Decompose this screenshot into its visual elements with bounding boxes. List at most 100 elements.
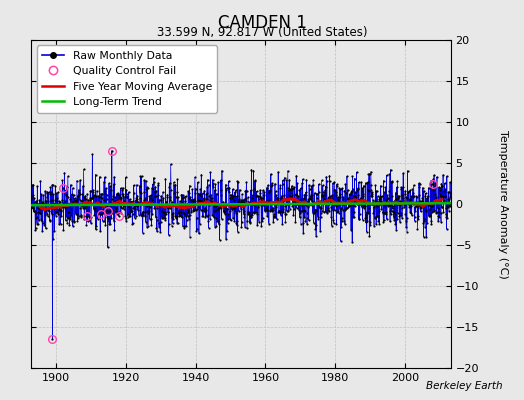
Point: [318, 208, 326, 214]
Point: [204, 218, 212, 224]
Point: [406, 196, 414, 202]
Point: [189, 197, 197, 203]
Point: [404, 189, 412, 196]
Point: [395, 193, 403, 200]
Point: [368, 190, 376, 197]
Point: [115, 192, 124, 198]
Point: [216, 177, 225, 183]
Point: [420, 203, 429, 210]
Point: [82, 213, 91, 219]
Point: [99, 218, 107, 224]
Point: [106, 186, 115, 193]
Point: [350, 209, 358, 215]
Point: [418, 194, 427, 201]
Point: [421, 190, 430, 196]
Point: [224, 178, 233, 184]
Point: [352, 198, 360, 205]
Point: [370, 202, 378, 208]
Point: [423, 200, 432, 207]
Point: [405, 188, 413, 194]
Point: [331, 203, 340, 209]
Point: [160, 203, 169, 209]
Point: [407, 193, 416, 200]
Point: [159, 195, 168, 201]
Point: [256, 187, 264, 193]
Point: [178, 214, 186, 220]
Point: [177, 191, 185, 198]
Point: [443, 204, 452, 210]
Point: [383, 192, 391, 198]
Point: [318, 192, 326, 199]
Point: [33, 220, 41, 227]
Point: [414, 216, 422, 222]
Point: [66, 214, 74, 220]
Point: [131, 205, 139, 212]
Point: [80, 194, 88, 200]
Point: [279, 209, 287, 215]
Point: [436, 187, 445, 193]
Point: [177, 209, 185, 215]
Point: [421, 216, 429, 222]
Point: [41, 198, 50, 204]
Point: [171, 200, 179, 207]
Point: [226, 208, 234, 214]
Point: [291, 218, 300, 225]
Point: [132, 197, 140, 204]
Point: [201, 205, 209, 211]
Point: [176, 212, 184, 219]
Point: [92, 226, 100, 233]
Point: [330, 220, 338, 226]
Point: [137, 190, 145, 196]
Point: [322, 173, 331, 180]
Point: [153, 228, 161, 234]
Point: [377, 182, 385, 189]
Point: [335, 185, 344, 192]
Legend: Raw Monthly Data, Quality Control Fail, Five Year Moving Average, Long-Term Tren: Raw Monthly Data, Quality Control Fail, …: [37, 46, 217, 112]
Point: [86, 188, 94, 194]
Point: [260, 200, 268, 207]
Point: [139, 212, 147, 218]
Point: [429, 176, 438, 182]
Point: [197, 172, 205, 178]
Point: [445, 203, 454, 210]
Point: [313, 195, 321, 202]
Point: [318, 193, 326, 200]
Point: [411, 204, 419, 210]
Point: [167, 161, 175, 167]
Point: [126, 196, 134, 202]
Point: [76, 177, 84, 183]
Point: [28, 204, 36, 210]
Point: [363, 229, 371, 235]
Point: [80, 213, 89, 220]
Point: [374, 218, 383, 224]
Point: [232, 187, 240, 194]
Point: [133, 182, 141, 188]
Point: [192, 228, 201, 234]
Point: [390, 216, 398, 223]
Point: [407, 202, 415, 209]
Point: [399, 195, 408, 202]
Point: [388, 205, 397, 212]
Point: [377, 199, 385, 205]
Point: [411, 208, 420, 214]
Point: [333, 182, 341, 189]
Point: [282, 201, 290, 208]
Point: [128, 220, 136, 227]
Point: [331, 206, 339, 213]
Point: [343, 173, 351, 180]
Point: [159, 208, 168, 215]
Point: [67, 212, 75, 218]
Point: [158, 208, 166, 214]
Point: [42, 207, 50, 214]
Point: [437, 219, 445, 225]
Point: [174, 208, 183, 214]
Point: [43, 213, 52, 219]
Point: [127, 208, 136, 214]
Point: [135, 201, 144, 208]
Point: [184, 209, 193, 215]
Point: [193, 206, 201, 212]
Point: [215, 236, 224, 243]
Point: [386, 202, 395, 208]
Point: [181, 213, 190, 220]
Point: [36, 206, 44, 212]
